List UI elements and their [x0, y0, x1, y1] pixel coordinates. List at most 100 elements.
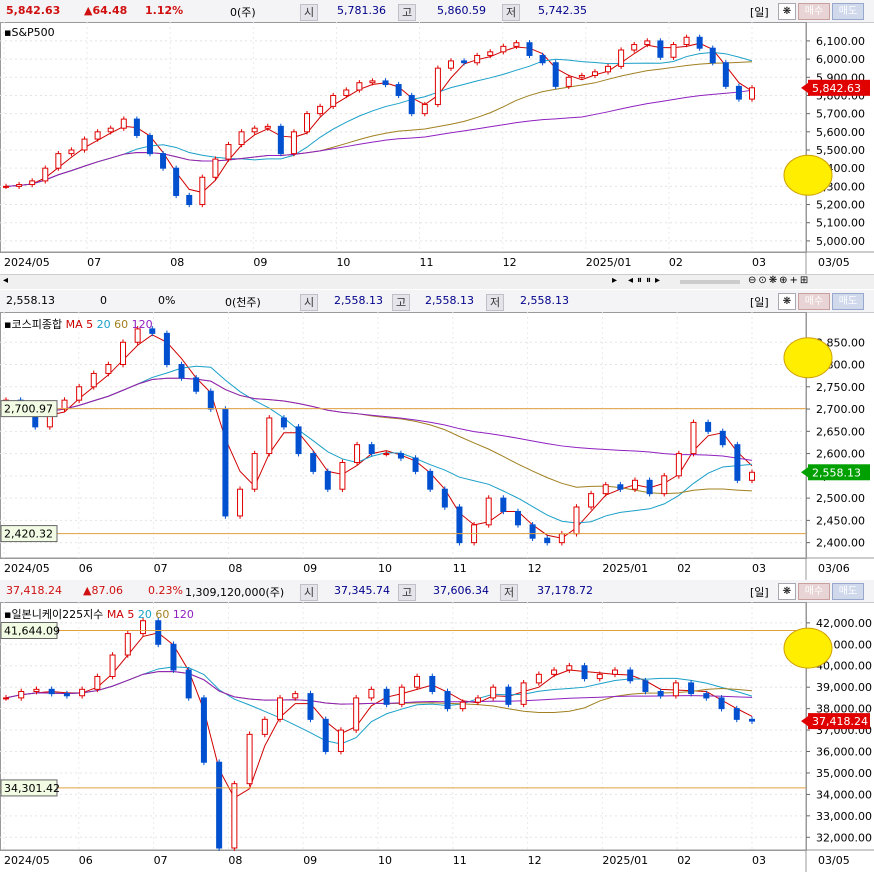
- candle: [277, 125, 284, 155]
- y-tick-label: 35,000.00: [816, 767, 872, 780]
- candle: [474, 697, 481, 703]
- candle: [149, 328, 156, 334]
- candle: [68, 149, 75, 155]
- pct-value: 0%: [158, 294, 176, 307]
- candle: [573, 506, 580, 535]
- candle: [398, 686, 405, 705]
- last-price-box: [808, 79, 870, 96]
- candle: [368, 444, 375, 455]
- candle: [266, 417, 273, 455]
- candle: [295, 426, 302, 455]
- low-value: 5,742.35: [538, 4, 587, 17]
- candle: [212, 158, 219, 178]
- candle: [544, 537, 551, 544]
- zoom-slider[interactable]: [680, 280, 740, 284]
- low-label: 저: [500, 584, 519, 601]
- scroll-left-icon[interactable]: ◂: [3, 275, 9, 286]
- candle: [178, 364, 185, 379]
- x-tick-label: 03: [752, 256, 766, 269]
- candle: [535, 673, 542, 684]
- low-label: 저: [486, 294, 505, 311]
- candle: [79, 688, 86, 697]
- candle: [414, 675, 421, 688]
- plot-frame: [0, 312, 807, 559]
- candle: [551, 669, 558, 675]
- price-value: 37,418.24: [6, 584, 62, 597]
- candle: [76, 386, 83, 401]
- price-value: 2,558.13: [6, 294, 55, 307]
- x-tick-label: 06: [79, 562, 93, 575]
- buy-button[interactable]: 매수: [798, 3, 830, 20]
- open-label: 시: [300, 4, 319, 21]
- x-tick-label: 02: [677, 854, 691, 867]
- candle: [631, 44, 638, 51]
- candle: [356, 82, 363, 91]
- candle: [461, 60, 468, 64]
- high-value: 2,558.13: [425, 294, 474, 307]
- x-tick-label: 2025/01: [602, 854, 648, 867]
- period-selector[interactable]: [일]: [750, 6, 769, 19]
- settings-button[interactable]: ❋: [778, 3, 796, 20]
- candle: [354, 444, 361, 463]
- period-selector[interactable]: [일]: [750, 586, 769, 599]
- candle: [353, 697, 360, 731]
- buy-button[interactable]: 매수: [798, 583, 830, 600]
- x-tick-label: 2024/05: [4, 562, 50, 575]
- last-price-arrow: [801, 467, 808, 478]
- candle: [434, 67, 441, 106]
- sp500-chart[interactable]: 6,100.006,000.005,900.005,800.005,700.00…: [0, 22, 874, 274]
- playback-controls[interactable]: ◂⏸⏸▸: [628, 275, 665, 286]
- x-end-label: 03/06: [818, 562, 850, 575]
- price-value: 5,842.63: [6, 4, 61, 17]
- sell-button[interactable]: 매도: [832, 583, 864, 600]
- candle: [322, 718, 329, 753]
- nikkei-chart[interactable]: 42,000.0041,000.0040,000.0039,000.0038,0…: [0, 602, 874, 872]
- candle: [696, 36, 703, 49]
- scroll-right-icon[interactable]: ▸: [612, 275, 618, 286]
- candle: [81, 138, 88, 151]
- x-tick-label: 10: [336, 256, 350, 269]
- candle: [735, 85, 742, 100]
- y-tick-label: 42,000.00: [816, 617, 872, 630]
- candle: [383, 688, 390, 705]
- candle: [456, 506, 463, 544]
- settings-button[interactable]: ❋: [778, 583, 796, 600]
- settings-button[interactable]: ❋: [778, 293, 796, 310]
- sp500-panel: 5,842.63 ▲64.48 1.12% 0(주) 시 5,781.36 고 …: [0, 0, 874, 290]
- x-tick-label: 07: [87, 256, 101, 269]
- candle: [193, 377, 200, 392]
- candle: [529, 524, 536, 539]
- candle: [596, 673, 603, 680]
- x-tick-label: 03: [752, 854, 766, 867]
- candle: [447, 60, 454, 69]
- candle: [749, 471, 755, 481]
- zoom-icons[interactable]: ⊖⊙❋⊕+⊞: [748, 275, 811, 286]
- candle: [566, 665, 573, 671]
- candle: [505, 686, 512, 705]
- kospi-panel: 2,558.13 0 0% 0(천주) 시 2,558.13 고 2,558.1…: [0, 290, 874, 580]
- chart-scrollbar[interactable]: ◂ ▸ ◂⏸⏸▸ ⊖⊙❋⊕+⊞: [0, 274, 874, 289]
- y-tick-label: 5,700.00: [816, 108, 865, 121]
- sell-button[interactable]: 매도: [832, 3, 864, 20]
- y-tick-label: 6,000.00: [816, 53, 865, 66]
- candle: [304, 113, 311, 133]
- candle: [705, 421, 712, 432]
- candle: [552, 62, 559, 87]
- kospi-chart[interactable]: 2,850.002,800.002,750.002,700.002,650.00…: [0, 312, 874, 580]
- candle: [207, 390, 214, 410]
- candle: [29, 180, 36, 186]
- period-selector[interactable]: [일]: [750, 296, 769, 309]
- candle: [588, 493, 595, 508]
- sell-button[interactable]: 매도: [832, 293, 864, 310]
- candle: [631, 479, 638, 490]
- buy-button[interactable]: 매수: [798, 293, 830, 310]
- candle: [514, 510, 521, 526]
- last-price-label: 37,418.24: [812, 715, 868, 728]
- ma-line: [5, 51, 753, 187]
- pct-value: 1.12%: [145, 4, 184, 17]
- y-tick-label: 5,200.00: [816, 199, 865, 212]
- change-value: 0: [100, 294, 107, 307]
- candle: [526, 42, 533, 56]
- y-tick-label: 2,650.00: [816, 425, 865, 438]
- candle: [231, 783, 238, 849]
